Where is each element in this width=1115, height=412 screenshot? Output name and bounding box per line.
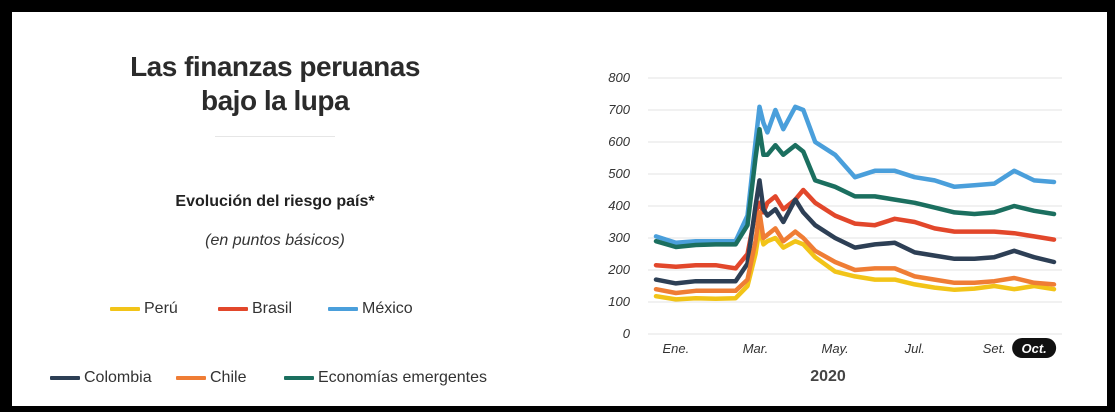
- y-tick-label: 600: [608, 134, 630, 149]
- y-tick-label: 100: [608, 294, 630, 309]
- y-tick-label: 500: [608, 166, 630, 181]
- year-label: 2020: [810, 368, 846, 385]
- legend-swatch-chile: [176, 376, 206, 380]
- legend-label-emergentes: Economías emergentes: [318, 369, 487, 386]
- legend-swatch-brasil: [218, 307, 248, 311]
- y-tick-label: 700: [608, 102, 630, 117]
- chart-units: (en puntos básicos): [205, 232, 345, 249]
- chart-subtitle: Evolución del riesgo país*: [175, 193, 375, 210]
- title-line-1: Las finanzas peruanas: [130, 51, 420, 82]
- x-axis-labels: Ene. Mar. May. Jul. Set. Oct.: [662, 338, 1057, 358]
- x-tick-label: Ene.: [662, 341, 689, 356]
- x-tick-label: May.: [821, 341, 848, 356]
- legend-swatch-mexico: [328, 307, 358, 311]
- legend-item-mexico: México: [328, 300, 413, 318]
- series-line-colombia: [653, 178, 1057, 286]
- series-line-brasil: [653, 187, 1057, 271]
- legend-item-emergentes: Economías emergentes: [284, 369, 487, 387]
- y-tick-label: 0: [623, 326, 631, 341]
- page-title: Las finanzas peruanas bajo la lupa: [60, 50, 490, 118]
- chart-series: [653, 104, 1057, 302]
- chart-grid: [648, 77, 1062, 335]
- title-line-2: bajo la lupa: [200, 85, 350, 116]
- legend-label-peru: Perú: [144, 300, 178, 317]
- x-tick-label: Jul.: [904, 341, 925, 356]
- series-line-mexico: [653, 104, 1057, 246]
- x-tick-label: Oct.: [1021, 341, 1046, 356]
- current-month-badge: [1012, 338, 1057, 358]
- x-tick-label: Mar.: [743, 341, 769, 356]
- x-tick-label: Set.: [983, 341, 1006, 356]
- y-axis-labels: 0 100 200 300 400 500 600 700 800: [607, 70, 630, 341]
- y-tick-label: 800: [608, 70, 630, 85]
- legend-swatch-peru: [110, 307, 140, 311]
- series-line-peru: [653, 226, 1057, 302]
- legend-label-mexico: México: [362, 300, 413, 317]
- y-tick-label: 300: [608, 230, 630, 245]
- title-divider: [215, 136, 335, 137]
- legend-item-chile: Chile: [176, 369, 246, 387]
- legend-swatch-emergentes: [284, 376, 314, 380]
- legend-label-chile: Chile: [210, 369, 247, 386]
- legend-item-peru: Perú: [110, 300, 178, 318]
- series-line-chile: [653, 210, 1057, 296]
- series-line-emergentes: [653, 126, 1057, 250]
- y-tick-label: 400: [608, 198, 630, 213]
- legend-item-brasil: Brasil: [218, 300, 292, 318]
- legend-label-colombia: Colombia: [84, 369, 152, 386]
- y-tick-label: 200: [607, 262, 630, 277]
- legend-item-colombia: Colombia: [50, 369, 152, 387]
- legend-swatch-colombia: [50, 376, 80, 380]
- legend-label-brasil: Brasil: [252, 300, 293, 317]
